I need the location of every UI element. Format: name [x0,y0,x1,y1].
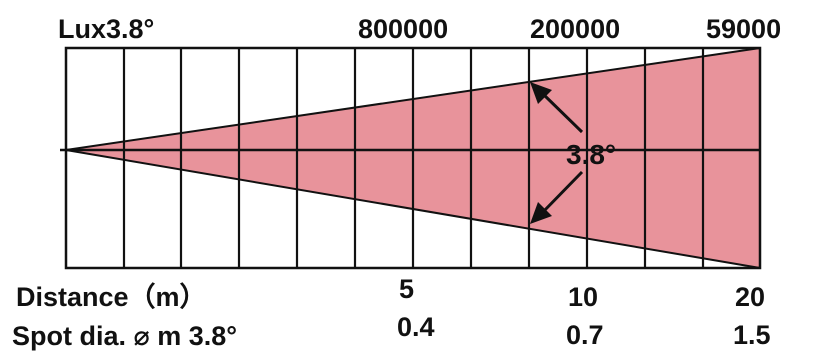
lux-label: Lux3.8° [58,14,154,44]
spot-value-5m: 0.4 [397,312,435,342]
beam-edge-lower [65,149,761,269]
lux-value-20m: 59000 [706,14,781,44]
beam-edge-upper [65,47,761,151]
distance-value-20: 20 [735,282,765,312]
angle-arrow-lower-shaft [540,170,584,215]
distance-value-5: 5 [399,274,414,304]
angle-arrow-upper-head [530,82,552,104]
spot-value-10m: 0.7 [566,320,604,350]
grid-vertical-lines [122,48,705,268]
spot-value-20m: 1.5 [733,320,771,350]
angle-arrow-lower-head [530,202,552,224]
angle-arrows [530,82,584,224]
spot-diameter-label: Spot dia. ⌀ m 3.8° [12,321,237,351]
beam-angle-label: 3.8° [566,139,616,170]
lux-value-10m: 200000 [530,14,620,44]
angle-arrow-upper-shaft [540,91,584,134]
beam-edges [65,47,761,269]
distance-label: Distance（m） [16,282,207,312]
distance-value-10: 10 [568,282,598,312]
lux-value-5m: 800000 [358,14,448,44]
